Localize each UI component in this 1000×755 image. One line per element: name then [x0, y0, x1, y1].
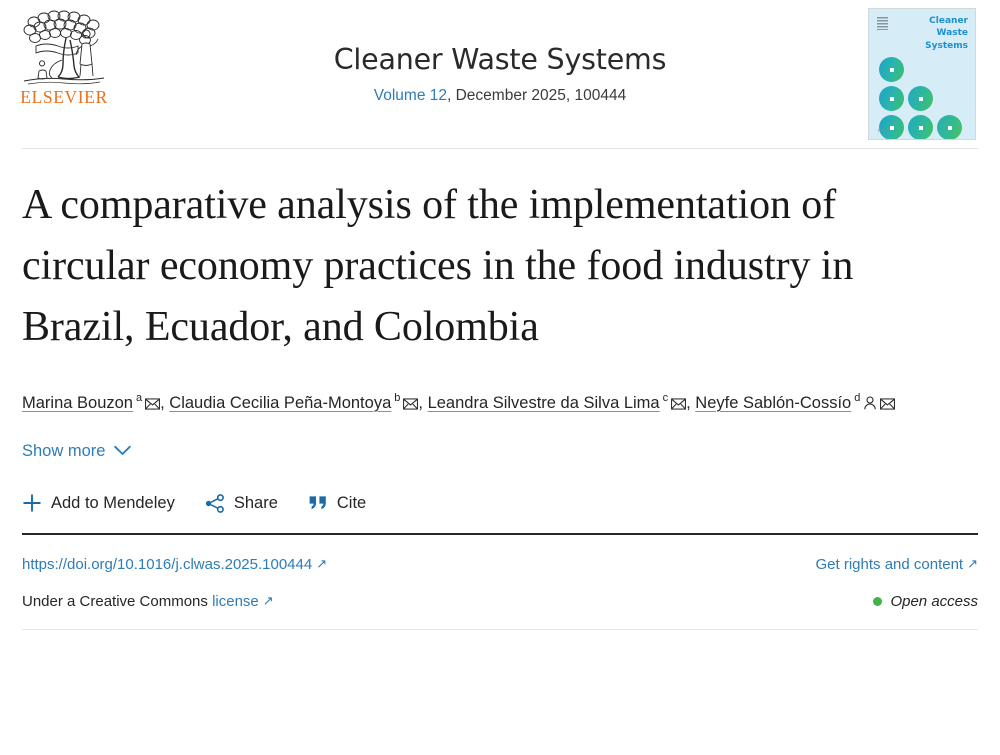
- show-more-label: Show more: [22, 442, 106, 461]
- author-affiliation-marker[interactable]: b: [394, 392, 401, 405]
- author-affiliation-marker[interactable]: d: [854, 392, 861, 405]
- external-link-arrow-icon: ↗: [262, 593, 274, 609]
- cover-elsevier-mark-icon: [877, 17, 888, 30]
- author-entry: Claudia Cecilia Peña-Montoya b: [169, 392, 419, 412]
- author-entry: Marina Bouzon a: [22, 392, 161, 412]
- cover-footer-note: ISSN: [878, 128, 890, 133]
- article-section: A comparative analysis of the implementa…: [0, 175, 1000, 533]
- author-entry: Neyfe Sablón-Cossío d: [695, 392, 896, 412]
- cover-title-line-2: Waste: [936, 28, 968, 39]
- journal-header: ELSEVIER Cleaner Waste Systems Volume 12…: [0, 0, 1000, 148]
- open-access-dot-icon: [873, 597, 883, 607]
- cover-title: Cleaner Waste Systems: [906, 15, 968, 52]
- cover-graphic: [879, 57, 962, 139]
- author-name[interactable]: Leandra Silvestre da Silva Lima: [427, 393, 660, 412]
- add-to-mendeley-button[interactable]: Add to Mendeley: [22, 493, 175, 513]
- get-rights-label: Get rights and content: [815, 556, 964, 574]
- cover-dot: [908, 86, 933, 111]
- author-name[interactable]: Claudia Cecilia Peña-Montoya: [169, 393, 392, 412]
- author-email-icon[interactable]: [671, 390, 687, 421]
- license-row: Under a Creative Commons license ↗ Open a…: [22, 593, 978, 610]
- issue-meta-text: , December 2025, 100444: [447, 87, 627, 105]
- journal-name[interactable]: Cleaner Waste Systems: [333, 43, 667, 76]
- author-separator: ,: [686, 393, 691, 412]
- author-name[interactable]: Marina Bouzon: [22, 393, 133, 412]
- cover-dot: [937, 115, 962, 139]
- header-divider: [22, 148, 978, 149]
- journal-cover-thumbnail[interactable]: Cleaner Waste Systems ISSN: [868, 8, 976, 140]
- share-label: Share: [233, 493, 278, 512]
- author-email-icon[interactable]: [145, 390, 161, 421]
- open-access-label: Open access: [890, 593, 978, 611]
- elsevier-wordmark: ELSEVIER: [20, 87, 108, 107]
- license-link-text: license: [212, 593, 259, 611]
- open-access-badge: Open access: [873, 593, 978, 610]
- cover-dot-row: [879, 57, 962, 82]
- elsevier-tree-logo-icon: [23, 10, 105, 85]
- license-prefix: Under a Creative Commons: [22, 593, 208, 611]
- author-separator: ,: [418, 393, 423, 412]
- cover-title-line-3: Systems: [925, 40, 968, 51]
- journal-info: Cleaner Waste Systems Volume 12, Decembe…: [0, 44, 1000, 105]
- journal-issue-meta: Volume 12, December 2025, 100444: [0, 87, 1000, 105]
- license-link[interactable]: license ↗: [212, 593, 274, 610]
- author-affiliation-marker[interactable]: c: [662, 392, 669, 405]
- author-email-icon[interactable]: [880, 390, 896, 421]
- share-button[interactable]: Share: [205, 494, 278, 513]
- cover-dot: [879, 57, 904, 82]
- elsevier-logo[interactable]: ELSEVIER: [14, 8, 114, 113]
- show-more-authors-button[interactable]: Show more: [22, 442, 132, 461]
- author-list: Marina Bouzon a, Claudia Cecilia Peña-Mon…: [22, 388, 952, 421]
- external-link-arrow-icon: ↗: [967, 556, 978, 572]
- article-footer-divider: [22, 533, 978, 536]
- bottom-divider: [22, 629, 978, 631]
- cover-title-line-1: Cleaner: [929, 16, 968, 26]
- cite-label: Cite: [336, 493, 367, 512]
- article-title: A comparative analysis of the implementa…: [22, 182, 854, 350]
- doi-rights-section: https://doi.org/10.1016/j.clwas.2025.100…: [0, 556, 1000, 631]
- cite-button[interactable]: Cite: [308, 494, 366, 513]
- cover-dot: [879, 115, 904, 139]
- doi-row: https://doi.org/10.1016/j.clwas.2025.100…: [22, 556, 978, 573]
- license-block: Under a Creative Commons license ↗: [22, 593, 274, 610]
- get-rights-and-content-link[interactable]: Get rights and content ↗: [816, 556, 979, 573]
- author-email-icon[interactable]: [403, 390, 419, 421]
- author-entry: Leandra Silvestre da Silva Lima c: [427, 392, 687, 412]
- cover-dot: [879, 86, 904, 111]
- chevron-down-icon: [114, 442, 132, 461]
- doi-link[interactable]: https://doi.org/10.1016/j.clwas.2025.100…: [22, 556, 327, 573]
- corresponding-author-person-icon[interactable]: [863, 390, 877, 421]
- external-link-arrow-icon: ↗: [316, 556, 328, 572]
- cover-dot-row: [879, 115, 962, 139]
- author-affiliation-marker[interactable]: a: [135, 392, 143, 405]
- share-icon: [205, 493, 225, 513]
- doi-link-text: https://doi.org/10.1016/j.clwas.2025.100…: [22, 556, 313, 574]
- author-name[interactable]: Neyfe Sablón-Cossío: [695, 393, 852, 412]
- add-to-mendeley-label: Add to Mendeley: [51, 493, 175, 512]
- volume-link[interactable]: Volume 12: [373, 87, 447, 105]
- plus-icon: [22, 493, 42, 513]
- quote-icon: [308, 495, 328, 511]
- cover-dot: [908, 115, 933, 139]
- author-separator: ,: [160, 393, 165, 412]
- cover-dot-row: [879, 86, 962, 111]
- article-actions: Add to Mendeley Share Cite: [22, 493, 978, 533]
